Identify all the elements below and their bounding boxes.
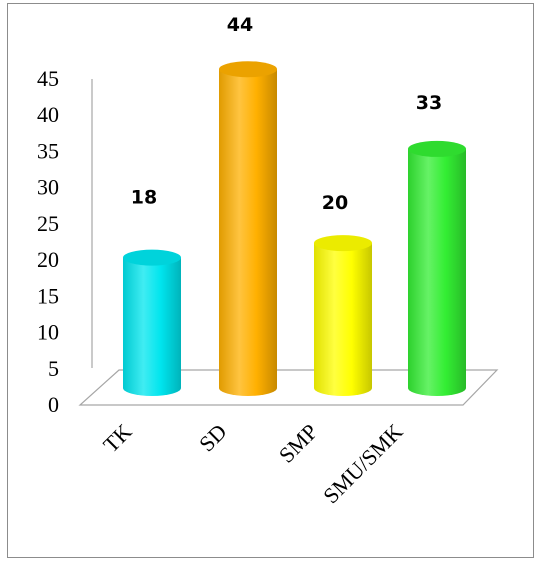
y-tick-label: 35	[37, 138, 59, 163]
bar-top	[123, 249, 181, 266]
y-tick-label: 40	[37, 102, 59, 127]
bar-top	[408, 140, 466, 157]
y-tick-label: 10	[37, 320, 59, 345]
bar-body	[314, 243, 372, 396]
y-tick-label: 30	[37, 175, 59, 200]
bar-smu-smk	[408, 140, 466, 396]
bar-body	[219, 69, 277, 396]
y-tick-label: 45	[37, 66, 59, 91]
data-label: 33	[416, 92, 442, 114]
y-tick-label: 0	[48, 392, 59, 417]
chart-floor	[78, 369, 499, 406]
bar-sd	[219, 61, 277, 396]
data-label: 20	[322, 192, 348, 214]
bar-top	[314, 235, 372, 252]
y-tick-label: 20	[37, 247, 59, 272]
data-label: 44	[227, 14, 253, 36]
chart-bars	[123, 61, 466, 396]
y-axis-ticks: 0 5 10 15 20 25 30 35 40 45	[37, 66, 59, 417]
bar-smp	[314, 235, 372, 396]
bar-top	[219, 61, 277, 78]
bar-tk	[123, 249, 181, 396]
bar-body	[123, 257, 181, 396]
x-category-label: SMP	[274, 419, 323, 468]
x-category-label: TK	[98, 419, 136, 457]
data-label: 18	[131, 187, 157, 209]
x-category-label: SMU/SMK	[318, 419, 408, 509]
data-labels: 18 44 20 33	[131, 14, 442, 214]
y-tick-label: 15	[37, 283, 59, 308]
chart-axes	[78, 79, 499, 406]
bar-body	[408, 148, 466, 396]
y-tick-label: 5	[48, 356, 59, 381]
x-category-label: SD	[194, 419, 232, 457]
y-tick-label: 25	[37, 211, 59, 236]
